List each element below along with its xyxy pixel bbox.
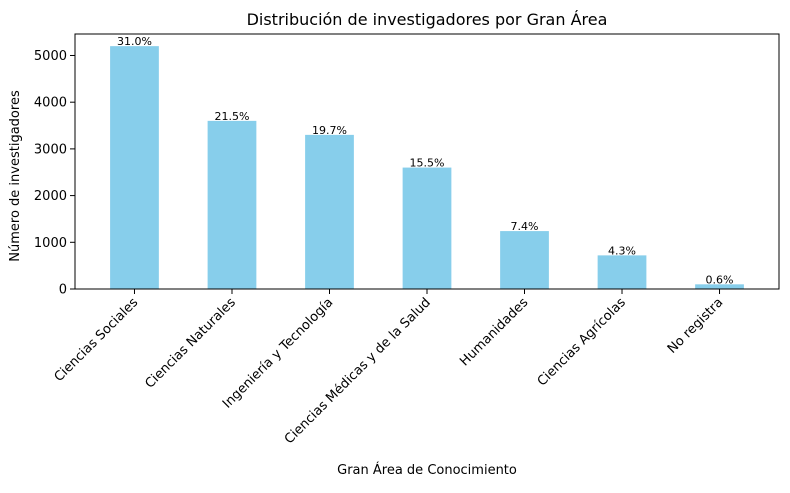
- y-axis-ticks: 0 1000 2000 3000 4000 5000: [34, 49, 75, 298]
- bar-data-label: 21.5%: [215, 110, 250, 123]
- bar-data-label: 15.5%: [410, 157, 445, 170]
- y-axis-label: Número de investigadores: [8, 90, 23, 262]
- bar: [305, 134, 354, 289]
- data-labels-group: 31.0% 21.5% 19.7% 15.5% 7.4% 4.3% 0.6%: [117, 35, 733, 286]
- x-tick-label: Ciencias Sociales: [52, 295, 142, 385]
- x-tick-label: Ciencias Naturales: [142, 295, 239, 392]
- bars-group: [110, 46, 744, 290]
- y-tick-label: 2000: [34, 189, 67, 204]
- y-tick-label: 4000: [34, 96, 67, 111]
- bar-data-label: 19.7%: [312, 124, 347, 137]
- y-tick-label: 5000: [34, 49, 67, 64]
- x-axis-label: Gran Área de Conocimiento: [337, 462, 517, 478]
- bar: [207, 120, 257, 289]
- plot-frame: [74, 33, 780, 290]
- x-tick-label: Ciencias Agrícolas: [535, 295, 629, 389]
- y-tick-label: 0: [59, 283, 67, 298]
- x-tick-label: Ingeniería y Tecnología: [220, 295, 336, 411]
- bar-data-label: 7.4%: [511, 220, 539, 233]
- x-tick-label: Humanidades: [457, 295, 531, 369]
- bar-data-label: 31.0%: [117, 35, 152, 48]
- y-tick-label: 1000: [34, 236, 67, 251]
- bar-data-label: 0.6%: [706, 273, 734, 286]
- bar: [110, 46, 159, 290]
- y-tick-label: 3000: [34, 142, 67, 157]
- bar: [500, 231, 549, 289]
- bar-data-label: 4.3%: [608, 244, 636, 257]
- bar: [597, 255, 647, 289]
- bar: [402, 167, 452, 289]
- bar: [695, 284, 744, 289]
- chart-title: Distribución de investigadores por Gran …: [247, 10, 608, 29]
- x-tick-label: No registra: [665, 295, 726, 356]
- x-axis-ticks: Ciencias Sociales Ciencias NaturalesIngen…: [52, 289, 726, 447]
